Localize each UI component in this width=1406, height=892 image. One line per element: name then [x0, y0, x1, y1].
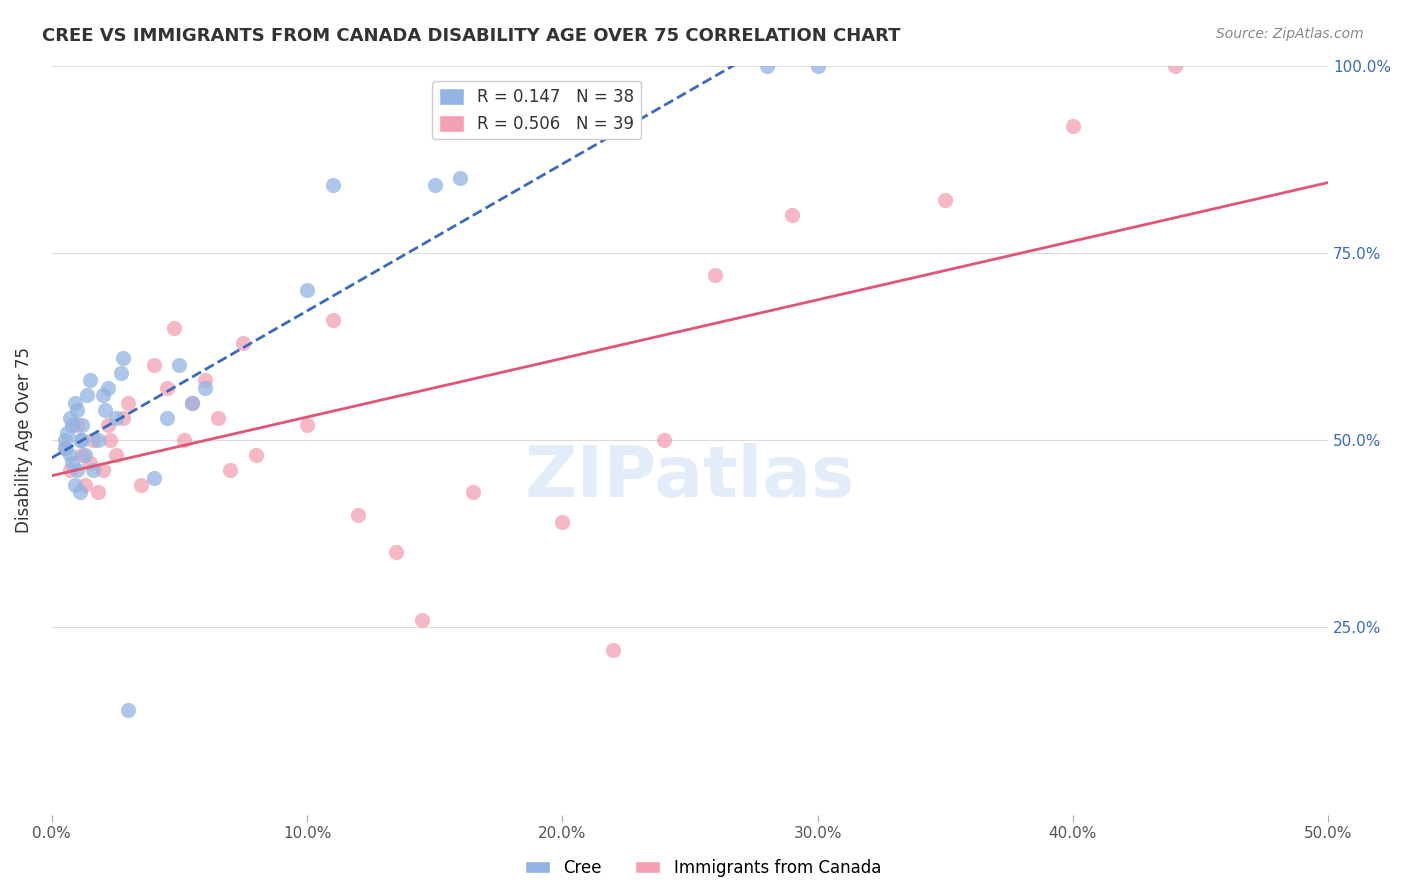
- Point: [194, 373, 217, 387]
- Point: [59, 463, 82, 477]
- Point: [66, 463, 89, 477]
- Legend: R = 0.147   N = 38, R = 0.506   N = 39: R = 0.147 N = 38, R = 0.506 N = 39: [433, 81, 641, 139]
- Point: [181, 395, 204, 409]
- Point: [73, 478, 96, 492]
- Point: [110, 366, 132, 380]
- Point: [112, 410, 135, 425]
- Point: [654, 433, 676, 447]
- Point: [755, 59, 778, 73]
- Text: Source: ZipAtlas.com: Source: ZipAtlas.com: [1216, 27, 1364, 41]
- Point: [86, 485, 108, 500]
- Point: [97, 381, 120, 395]
- Point: [82, 463, 104, 477]
- Y-axis label: Disability Age Over 75: Disability Age Over 75: [15, 347, 32, 533]
- Point: [461, 485, 484, 500]
- Point: [194, 381, 217, 395]
- Point: [704, 268, 727, 283]
- Point: [163, 320, 186, 334]
- Point: [295, 418, 318, 433]
- Point: [69, 433, 91, 447]
- Point: [117, 395, 139, 409]
- Point: [104, 448, 127, 462]
- Point: [181, 395, 204, 409]
- Point: [56, 425, 79, 440]
- Point: [66, 403, 89, 417]
- Point: [94, 403, 117, 417]
- Point: [411, 613, 433, 627]
- Point: [53, 433, 76, 447]
- Point: [934, 194, 956, 208]
- Point: [129, 478, 152, 492]
- Point: [63, 478, 86, 492]
- Point: [76, 388, 98, 402]
- Point: [245, 448, 267, 462]
- Point: [60, 418, 83, 433]
- Point: [104, 410, 127, 425]
- Text: ZIPatlas: ZIPatlas: [524, 443, 855, 512]
- Point: [69, 485, 91, 500]
- Point: [1062, 119, 1084, 133]
- Point: [322, 313, 344, 327]
- Point: [73, 448, 96, 462]
- Point: [60, 456, 83, 470]
- Point: [322, 178, 344, 193]
- Point: [117, 703, 139, 717]
- Point: [100, 433, 122, 447]
- Point: [97, 418, 120, 433]
- Point: [53, 441, 76, 455]
- Point: [551, 516, 574, 530]
- Point: [59, 448, 82, 462]
- Point: [91, 388, 114, 402]
- Point: [82, 433, 104, 447]
- Point: [423, 178, 446, 193]
- Point: [63, 395, 86, 409]
- Point: [79, 373, 101, 387]
- Point: [449, 170, 471, 185]
- Point: [385, 545, 408, 559]
- Point: [59, 410, 82, 425]
- Point: [142, 470, 165, 484]
- Point: [156, 381, 179, 395]
- Text: CREE VS IMMIGRANTS FROM CANADA DISABILITY AGE OVER 75 CORRELATION CHART: CREE VS IMMIGRANTS FROM CANADA DISABILIT…: [42, 27, 901, 45]
- Point: [66, 418, 89, 433]
- Point: [219, 463, 242, 477]
- Point: [347, 508, 370, 522]
- Point: [72, 448, 94, 462]
- Point: [173, 433, 195, 447]
- Point: [72, 418, 94, 433]
- Point: [86, 433, 108, 447]
- Point: [232, 335, 254, 350]
- Point: [79, 456, 101, 470]
- Point: [142, 358, 165, 372]
- Point: [53, 441, 76, 455]
- Legend: Cree, Immigrants from Canada: Cree, Immigrants from Canada: [519, 853, 887, 884]
- Point: [112, 351, 135, 365]
- Point: [91, 463, 114, 477]
- Point: [72, 433, 94, 447]
- Point: [156, 410, 179, 425]
- Point: [207, 410, 229, 425]
- Point: [295, 283, 318, 297]
- Point: [806, 59, 828, 73]
- Point: [1164, 59, 1187, 73]
- Point: [169, 358, 191, 372]
- Point: [780, 208, 803, 222]
- Point: [602, 642, 624, 657]
